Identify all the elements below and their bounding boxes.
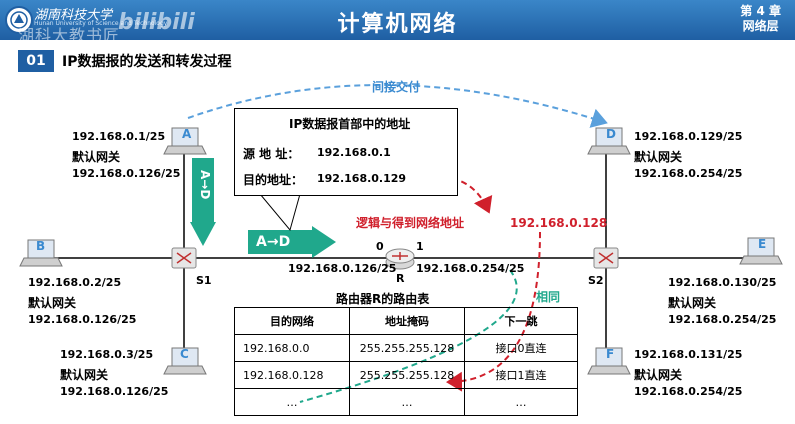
host-a-icon bbox=[163, 127, 207, 155]
host-e-gw: 192.168.0.254/25 bbox=[668, 313, 777, 326]
row1-next: 接口0直连 bbox=[464, 334, 578, 362]
src-address-label: 源 地 址： bbox=[243, 147, 300, 161]
routing-table-header: 目的网络 地址掩码 下一跳 bbox=[234, 307, 578, 335]
ip-header-box: IP数据报首部中的地址 源 地 址： 192.168.0.1 目的地址： 192… bbox=[234, 108, 458, 196]
host-a-gw-label: 默认网关 bbox=[72, 150, 121, 164]
same-annotation: 相同 bbox=[536, 290, 561, 304]
col-mask: 地址掩码 bbox=[349, 307, 465, 335]
section-title: IP数据报的发送和转发过程 bbox=[62, 54, 232, 70]
table-row: 192.168.0.128 255.255.255.128 接口1直连 bbox=[234, 361, 578, 389]
host-a-gw: 192.168.0.126/25 bbox=[72, 167, 181, 180]
callout-pointer bbox=[258, 193, 301, 232]
routing-table-title: 路由器R的路由表 bbox=[336, 292, 430, 306]
col-next-hop: 下一跳 bbox=[464, 307, 578, 335]
host-e-gw-label: 默认网关 bbox=[668, 296, 717, 310]
row3-next: … bbox=[464, 388, 578, 416]
host-a-letter: A bbox=[182, 127, 192, 141]
router-ip0: 192.168.0.126/25 bbox=[288, 262, 397, 275]
row2-dest: 192.168.0.128 bbox=[234, 361, 350, 389]
indirect-delivery-label: 间接交付 bbox=[372, 80, 421, 94]
host-e-icon bbox=[739, 237, 783, 265]
packet-arrow-vertical-icon bbox=[190, 158, 216, 246]
host-c-icon bbox=[163, 347, 207, 375]
host-e-letter: E bbox=[758, 237, 767, 251]
packet-label-horizontal: A→D bbox=[256, 234, 291, 250]
row3-mask: … bbox=[349, 388, 465, 416]
chapter-number: 第 4 章 bbox=[740, 4, 781, 18]
row3-dest: … bbox=[234, 388, 350, 416]
host-d-ip: 192.168.0.129/25 bbox=[634, 130, 743, 143]
host-f-letter: F bbox=[606, 347, 615, 361]
section-number: 01 bbox=[18, 50, 54, 72]
col-dest-network: 目的网络 bbox=[234, 307, 350, 335]
host-b-ip: 192.168.0.2/25 bbox=[28, 276, 122, 289]
packet-label-vertical: A→D bbox=[198, 170, 212, 200]
router-name: R bbox=[396, 272, 405, 285]
switch-s1-label: S1 bbox=[196, 274, 212, 287]
chapter-name: 网络层 bbox=[742, 19, 779, 33]
table-row: … … … bbox=[234, 388, 578, 416]
ip-header-title: IP数据报首部中的地址 bbox=[289, 117, 411, 131]
network-result-annotation: 192.168.0.128 bbox=[510, 216, 608, 230]
switch-s1-icon bbox=[171, 247, 197, 269]
host-d-icon bbox=[587, 127, 631, 155]
host-d-gw: 192.168.0.254/25 bbox=[634, 167, 743, 180]
host-f-ip: 192.168.0.131/25 bbox=[634, 348, 743, 361]
indirect-delivery-arc bbox=[187, 83, 608, 128]
host-c-gw: 192.168.0.126/25 bbox=[60, 385, 169, 398]
host-b-gw: 192.168.0.126/25 bbox=[28, 313, 137, 326]
row2-next: 接口1直连 bbox=[464, 361, 578, 389]
and-operation-arrow bbox=[421, 175, 493, 214]
row1-mask: 255.255.255.128 bbox=[349, 334, 465, 362]
host-c-letter: C bbox=[180, 347, 189, 361]
dst-address-value: 192.168.0.129 bbox=[317, 172, 407, 185]
host-f-gw: 192.168.0.254/25 bbox=[634, 385, 743, 398]
header-bar: 湖南科技大学 Hunan University of Science and T… bbox=[0, 0, 795, 45]
dst-address-label: 目的地址： bbox=[243, 173, 304, 187]
host-d-letter: D bbox=[606, 127, 616, 141]
host-c-ip: 192.168.0.3/25 bbox=[60, 348, 154, 361]
row2-mask: 255.255.255.128 bbox=[349, 361, 465, 389]
host-a-ip: 192.168.0.1/25 bbox=[72, 130, 166, 143]
university-subtitle: Hunan University of Science and Technolo… bbox=[34, 20, 168, 27]
row1-dest: 192.168.0.0 bbox=[234, 334, 350, 362]
watermark-text: 湖科大教书匠 bbox=[18, 26, 121, 45]
packet-arrow-horizontal-icon bbox=[248, 226, 336, 258]
host-f-gw-label: 默认网关 bbox=[634, 368, 683, 382]
switch-s2-label: S2 bbox=[588, 274, 604, 287]
router-ip1: 192.168.0.254/25 bbox=[416, 262, 525, 275]
university-logo-icon bbox=[5, 6, 33, 34]
switch-s2-icon bbox=[593, 247, 619, 269]
host-f-icon bbox=[587, 347, 631, 375]
host-e-ip: 192.168.0.130/25 bbox=[668, 276, 777, 289]
table-row: 192.168.0.0 255.255.255.128 接口0直连 bbox=[234, 334, 578, 362]
page-title: 计算机网络 bbox=[337, 12, 458, 37]
routing-table: 目的网络 地址掩码 下一跳 192.168.0.0 255.255.255.12… bbox=[234, 307, 578, 416]
router-r-icon bbox=[385, 248, 415, 270]
host-b-icon bbox=[19, 239, 63, 267]
host-b-gw-label: 默认网关 bbox=[28, 296, 77, 310]
bilibili-watermark: bilibili bbox=[118, 10, 195, 35]
host-b-letter: B bbox=[36, 239, 46, 253]
src-address-value: 192.168.0.1 bbox=[317, 146, 391, 159]
router-port0: 0 bbox=[376, 240, 384, 253]
university-name: 湖南科技大学 bbox=[34, 8, 113, 23]
host-d-gw-label: 默认网关 bbox=[634, 150, 683, 164]
chapter-label: 第 4 章 网络层 bbox=[740, 4, 781, 34]
host-c-gw-label: 默认网关 bbox=[60, 368, 109, 382]
router-port1: 1 bbox=[416, 240, 424, 253]
and-network-annotation: 逻辑与得到网络地址 bbox=[356, 216, 465, 230]
